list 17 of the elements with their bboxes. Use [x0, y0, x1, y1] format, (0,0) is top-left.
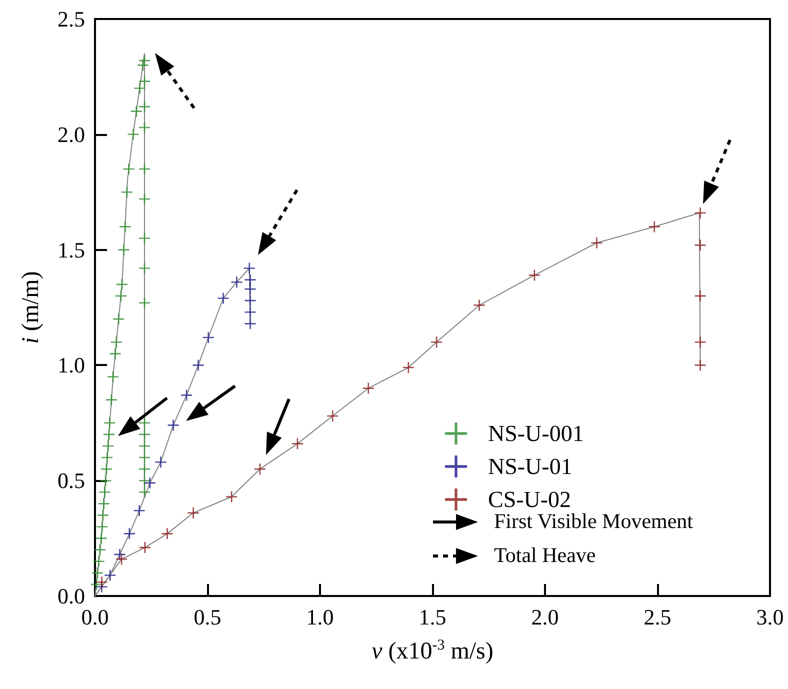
y-axis-title: i (m/m): [18, 271, 44, 344]
x-tick-label: 1.0: [306, 604, 334, 630]
x-tick-label: 1.5: [418, 604, 446, 630]
y-tick-label: 1.5: [58, 237, 85, 262]
legend-label: NS-U-001: [488, 421, 584, 446]
x-tick-label: 2.5: [644, 604, 672, 630]
y-tick-label: 2.5: [58, 6, 85, 32]
y-tick-label: 2.0: [58, 122, 85, 147]
x-tick-label: 2.0: [531, 604, 559, 630]
x-tick-label: 3.0: [756, 604, 784, 630]
annotation: Total Heave: [494, 543, 596, 568]
legend-label: NS-U-01: [488, 454, 572, 479]
legend-label: CS-U-02: [488, 487, 572, 512]
annotation: First Visible Movement: [494, 509, 694, 534]
x-tick-label: 0.5: [194, 604, 222, 630]
y-tick-label: 0.5: [58, 468, 85, 494]
y-tick-label: 1.0: [58, 352, 85, 378]
